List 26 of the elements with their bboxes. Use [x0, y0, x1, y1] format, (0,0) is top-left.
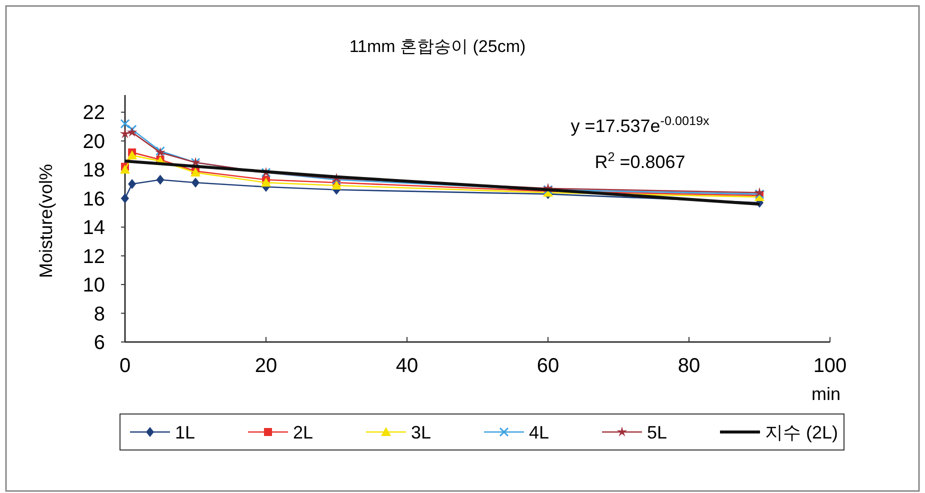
- x-axis-title: min: [811, 384, 841, 404]
- chart-title: 11mm 혼합송이 (25cm): [349, 37, 526, 56]
- legend-label: 4L: [529, 422, 550, 442]
- y-tick-label: 20: [82, 130, 105, 153]
- y-tick-label: 14: [82, 217, 105, 240]
- x-tick-label: 100: [813, 355, 847, 377]
- x-tick-label: 20: [254, 355, 278, 377]
- annotation: y =17.537e$^{-0.0019x}$: [570, 114, 710, 136]
- y-tick-label: 10: [82, 274, 105, 297]
- y-tick-label: 12: [82, 246, 105, 268]
- y-axis-title: Moisture(vol%: [36, 164, 56, 278]
- y-tick-label: 16: [82, 188, 105, 210]
- x-tick-label: 0: [119, 355, 131, 377]
- y-tick-label: 18: [82, 160, 105, 182]
- y-tick-label: 22: [82, 102, 105, 124]
- x-tick-label: 60: [536, 355, 560, 377]
- legend-label: 3L: [411, 422, 432, 442]
- annotation: R$^{2}$ =0.8067: [594, 150, 686, 172]
- y-tick-label: 6: [94, 332, 105, 354]
- legend-label: 지수 (2L): [765, 422, 838, 442]
- legend-label: 2L: [293, 422, 314, 442]
- legend-label: 1L: [175, 422, 196, 442]
- x-tick-label: 80: [678, 355, 700, 377]
- x-tick-label: 40: [396, 355, 418, 377]
- legend-label: 5L: [647, 422, 668, 442]
- y-tick-label: 8: [94, 303, 105, 326]
